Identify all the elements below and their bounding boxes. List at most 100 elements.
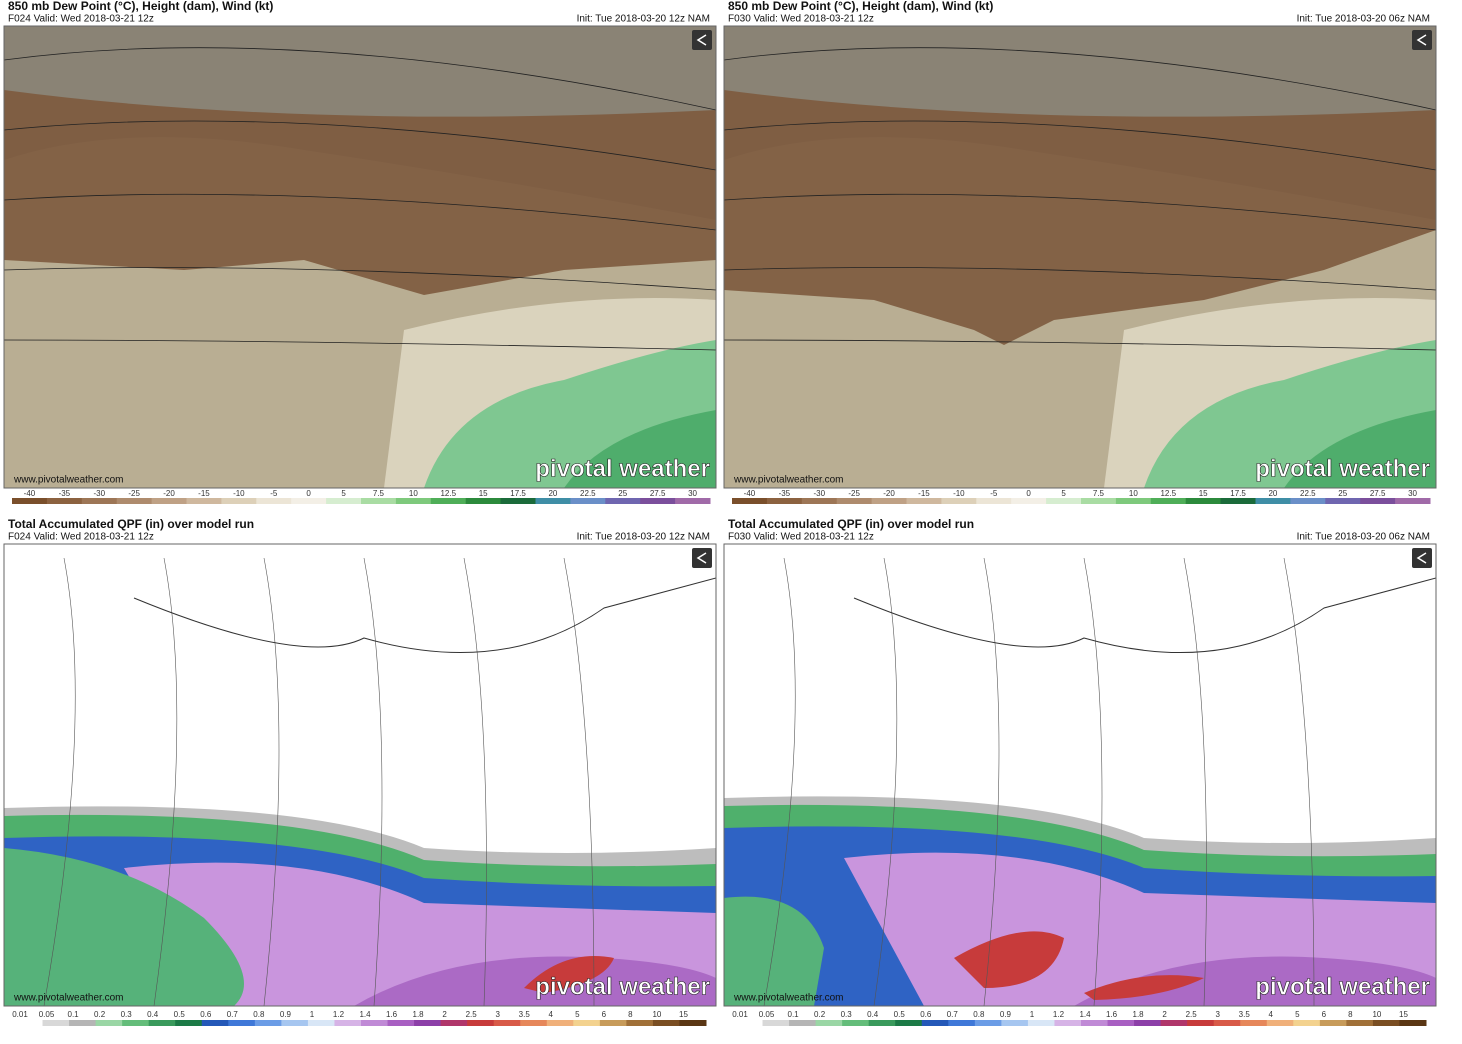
colorbar-swatch	[16, 1020, 44, 1026]
colorbar-swatch	[842, 1020, 870, 1026]
border-line	[363, 557, 383, 1006]
colorbar-swatch	[535, 498, 571, 504]
colorbar-swatch	[1360, 498, 1396, 504]
map-border	[3, 25, 717, 489]
colorbar-swatch	[974, 1020, 1002, 1026]
colorbar-label: 0.2	[814, 1010, 826, 1019]
colorbar-label: 0.2	[94, 1010, 106, 1019]
colorbar-swatch	[599, 1020, 627, 1026]
colorbar-label: 27.5	[650, 489, 666, 498]
colorbar-label: 12.5	[440, 489, 456, 498]
colorbar-label: 0.8	[253, 1010, 265, 1019]
qpf-green-sw	[724, 896, 824, 1006]
height-contour	[4, 120, 716, 171]
qpf-violet	[1074, 956, 1436, 1006]
colorbar-swatch	[95, 1020, 123, 1026]
source-url: www.pivotalweather.com	[733, 475, 844, 486]
height-contour	[724, 193, 1436, 231]
colorbar-label: 0.01	[732, 1010, 748, 1019]
colorbar-swatch	[941, 498, 977, 504]
colorbar-label: 7.5	[1093, 489, 1105, 498]
colorbar-swatch	[736, 1020, 764, 1026]
colorbar-swatch	[815, 1020, 843, 1026]
map: www.pivotalweather.com pivotal weather	[724, 544, 1436, 1006]
colorbar-label: 15	[1399, 1010, 1408, 1019]
colorbar-swatch	[605, 498, 641, 504]
colorbar-label: -15	[198, 489, 210, 498]
colorbar-label: 0.4	[147, 1010, 159, 1019]
colorbar-label: -30	[93, 489, 105, 498]
colorbar-label: -30	[813, 489, 825, 498]
panel-title: 850 mb Dew Point (°C), Height (dam), Win…	[8, 0, 273, 13]
share-button[interactable]	[692, 548, 712, 568]
colorbar-swatch	[1160, 1020, 1188, 1026]
colorbar-label: 0.5	[174, 1010, 186, 1019]
map-border	[723, 543, 1437, 1007]
colorbar-label: 0.05	[39, 1010, 55, 1019]
share-button[interactable]	[692, 30, 712, 50]
colorbar-label: 0.7	[947, 1010, 959, 1019]
share-icon[interactable]	[1416, 34, 1427, 46]
share-box[interactable]	[1412, 30, 1432, 50]
share-box[interactable]	[692, 548, 712, 568]
share-button[interactable]	[1412, 30, 1432, 50]
colorbar-label: 3	[495, 1010, 500, 1019]
colorbar-swatch	[546, 1020, 574, 1026]
colorbar-swatch	[1220, 498, 1256, 504]
height-contour	[724, 339, 1436, 351]
colorbar-label: 0.1	[68, 1010, 80, 1019]
valid-time: F024 Valid: Wed 2018-03-21 12z	[8, 14, 154, 25]
colorbar-swatch	[256, 498, 292, 504]
colorbar-swatch	[81, 498, 118, 504]
share-icon[interactable]	[1416, 552, 1427, 564]
colorbar-label: 17.5	[1230, 489, 1246, 498]
colorbar-swatch	[334, 1020, 362, 1026]
colorbar-swatch	[1001, 1020, 1029, 1026]
border-line	[1183, 557, 1207, 1006]
colorbar-swatch	[254, 1020, 282, 1026]
border-line	[1283, 557, 1315, 1006]
colorbar-label: 0.1	[788, 1010, 800, 1019]
source-url: www.pivotalweather.com	[13, 993, 124, 1004]
colorbar-swatch	[1187, 1020, 1215, 1026]
colorbar-label: 1.8	[413, 1010, 425, 1019]
colorbar-swatch	[789, 1020, 817, 1026]
colorbar-label: 10	[652, 1010, 661, 1019]
share-box[interactable]	[692, 30, 712, 50]
init-time: Init: Tue 2018-03-20 06z NAM	[1297, 14, 1430, 25]
colorbar-label: 8	[628, 1010, 633, 1019]
panel: 850 mb Dew Point (°C), Height (dam), Win…	[723, 0, 1437, 504]
height-contour	[724, 267, 1436, 291]
colorbar-swatch	[1081, 1020, 1109, 1026]
colorbar-swatch	[326, 498, 362, 504]
colorbar-label: 10	[409, 489, 418, 498]
colorbar-label: 6	[1322, 1010, 1327, 1019]
colorbar-swatch	[291, 498, 327, 504]
share-box[interactable]	[1412, 548, 1432, 568]
valid-time: F024 Valid: Wed 2018-03-21 12z	[8, 532, 154, 543]
colorbar-label: 3.5	[1239, 1010, 1251, 1019]
colorbar-label: 0.6	[920, 1010, 932, 1019]
panel-title: Total Accumulated QPF (in) over model ru…	[8, 517, 254, 531]
border-line	[763, 557, 796, 1006]
init-time: Init: Tue 2018-03-20 12z NAM	[577, 532, 710, 543]
colorbar-swatch	[762, 1020, 790, 1026]
source-url: www.pivotalweather.com	[733, 993, 844, 1004]
share-button[interactable]	[1412, 548, 1432, 568]
init-time: Init: Tue 2018-03-20 06z NAM	[1297, 532, 1430, 543]
share-icon[interactable]	[696, 34, 707, 46]
share-icon[interactable]	[696, 552, 707, 564]
qpf-green-sw	[4, 848, 244, 1006]
height-contour	[4, 193, 716, 231]
colorbar-label: 27.5	[1370, 489, 1386, 498]
colorbar-swatch	[361, 1020, 389, 1026]
qpf-red	[954, 931, 1204, 1000]
colorbar-swatch	[1185, 498, 1222, 504]
colorbar-label: 1.4	[359, 1010, 371, 1019]
colorbar-swatch	[675, 498, 711, 504]
colorbar-label: 5	[1295, 1010, 1300, 1019]
colorbar-label: -40	[24, 489, 36, 498]
colorbar-swatch	[1346, 1020, 1374, 1026]
colorbar-label: 5	[575, 1010, 580, 1019]
colorbar-swatch	[868, 1020, 896, 1026]
